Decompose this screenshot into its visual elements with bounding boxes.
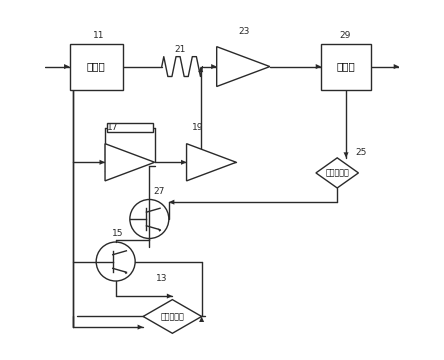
Text: 29: 29 xyxy=(339,31,350,40)
Polygon shape xyxy=(138,325,143,330)
Polygon shape xyxy=(217,47,270,86)
Text: 17: 17 xyxy=(107,123,118,132)
Polygon shape xyxy=(186,144,236,181)
Text: 15: 15 xyxy=(112,229,123,238)
Polygon shape xyxy=(124,271,127,274)
Text: 第二检波器: 第二检波器 xyxy=(325,168,349,177)
Polygon shape xyxy=(158,228,161,232)
Text: 功分器: 功分器 xyxy=(87,62,106,72)
Polygon shape xyxy=(105,144,155,181)
Text: 27: 27 xyxy=(153,187,164,196)
Text: 耦合器: 耦合器 xyxy=(337,62,356,72)
Polygon shape xyxy=(99,160,105,165)
Polygon shape xyxy=(181,160,186,165)
Polygon shape xyxy=(199,316,204,322)
Bar xyxy=(70,44,123,90)
Polygon shape xyxy=(143,300,202,333)
Polygon shape xyxy=(211,64,217,69)
Text: 23: 23 xyxy=(238,27,250,36)
Polygon shape xyxy=(316,158,358,188)
Bar xyxy=(321,44,371,90)
Polygon shape xyxy=(394,64,399,69)
Text: 第一检波器: 第一检波器 xyxy=(160,312,184,321)
Text: 13: 13 xyxy=(156,274,168,283)
Polygon shape xyxy=(198,67,203,72)
Polygon shape xyxy=(64,64,70,69)
Bar xyxy=(107,123,153,132)
Text: 25: 25 xyxy=(355,148,366,157)
Polygon shape xyxy=(167,293,172,298)
Polygon shape xyxy=(316,64,321,69)
Polygon shape xyxy=(344,152,349,158)
Text: 21: 21 xyxy=(174,45,186,54)
Text: 11: 11 xyxy=(93,31,104,40)
Polygon shape xyxy=(169,199,174,205)
Text: 19: 19 xyxy=(192,123,203,132)
